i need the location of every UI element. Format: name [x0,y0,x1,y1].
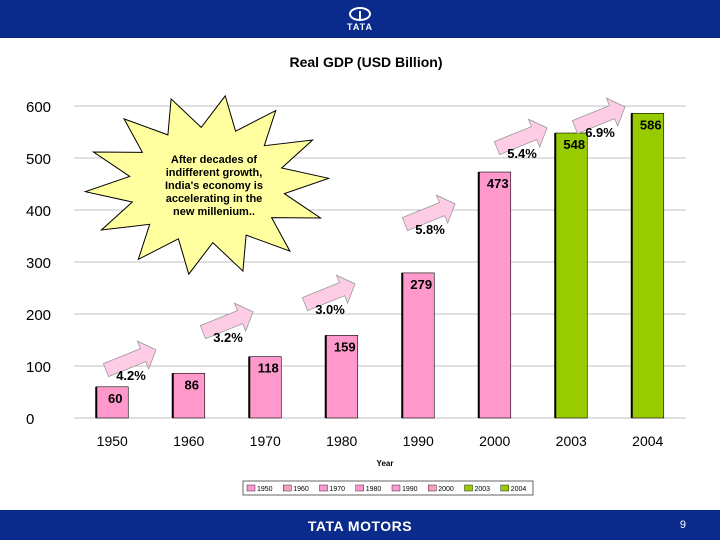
growth-label: 5.8% [415,222,445,237]
bar-2004 [631,112,665,419]
legend-label: 1990 [402,486,418,493]
value-labels: 60 86 118 159 279 473 548 586 [108,117,662,406]
y-tick-label: 300 [26,255,51,272]
chart-title: Real GDP (USD Billion) [290,54,443,70]
legend-swatch [391,484,401,492]
growth-arrow-shape [102,340,157,378]
growth-label: 5.4% [507,146,537,161]
growth-arrow: 3.0% [301,274,356,317]
growth-arrow: 5.4% [493,118,548,161]
callout-text: After decades of indifferent growth, India… [165,154,263,218]
bar-1950 [95,386,129,419]
growth-arrow-shape [301,274,356,312]
growth-label: 3.0% [315,302,345,317]
callout-line: indifferent growth, [166,167,263,179]
growth-arrow-shape [571,97,626,135]
top-banner: TATA [0,0,720,38]
bar-1960 [172,372,206,419]
x-tick-label: 1990 [403,433,434,449]
tata-emblem-icon [349,6,371,21]
brand-text: TATA MOTORS [307,518,413,534]
legend-swatch [500,484,509,492]
y-axis-ticks: 0 100 200 300 400 500 600 [26,99,51,428]
x-tick-label: 1960 [173,433,204,449]
legend-label: 2003 [475,486,491,493]
gdp-chart: Real GDP (USD Billion) 0 100 200 300 400 500 6… [26,54,686,496]
callout-line: After decades of [171,154,258,166]
x-tick-label: 1950 [97,433,128,449]
bar-1970 [248,356,282,419]
legend-swatch [355,484,364,492]
legend-label: 1960 [293,486,309,493]
growth-arrow: 3.2% [199,302,254,345]
callout-starburst [83,94,331,276]
legend-swatch [428,484,437,492]
bar-1990 [401,272,435,419]
growth-arrow-shape [493,118,548,156]
legend-box [242,480,534,496]
bottom-banner: TATA MOTORS 9 [0,510,720,540]
callout-line: accelerating in the [166,193,263,205]
legend-swatch [319,484,328,492]
bar-series [95,112,665,419]
x-tick-label: 1980 [326,433,357,449]
tata-logo: TATA [347,6,373,32]
bar-1980 [325,335,359,419]
legend-swatch [246,484,256,492]
data-label: 86 [185,377,199,392]
page-number: 9 [679,519,686,531]
y-tick-label: 600 [26,99,51,116]
growth-arrow: 4.2% [102,340,157,383]
growth-arrows: 4.2% 3.2% 3.0% 5.8% 5.4% 6.9% [102,97,626,383]
y-tick-label: 100 [26,359,51,376]
data-label: 473 [487,176,509,191]
data-label: 118 [258,361,279,376]
y-tick-label: 400 [26,203,51,220]
legend-label: 1970 [330,486,346,493]
growth-label: 6.9% [585,125,615,140]
x-tick-label: 2000 [479,433,510,449]
data-label: 586 [640,117,662,132]
y-tick-label: 200 [26,307,51,324]
x-tick-label: 1970 [250,433,281,449]
growth-arrow: 5.8% [401,194,456,237]
legend-label: 2000 [438,486,454,493]
x-axis-label: Year [377,459,394,468]
x-axis-ticks: 1950 1960 1970 1980 1990 2000 2003 2004 [97,433,664,449]
growth-label: 4.2% [116,368,146,383]
growth-arrow-shape [199,302,254,340]
data-label: 60 [108,391,122,406]
y-tick-label: 500 [26,151,51,168]
legend-swatch [283,484,292,492]
bar-2000 [478,171,512,419]
growth-label: 3.2% [213,330,243,345]
x-tick-label: 2003 [556,433,587,449]
x-tick-label: 2004 [632,433,663,449]
callout-line: new millenium.. [173,206,255,218]
data-label: 279 [410,277,432,292]
growth-arrow-shape [401,194,456,232]
data-label: 159 [334,339,356,354]
legend-label: 1950 [257,486,273,493]
data-label: 548 [563,137,585,152]
callout-line: India's economy is [165,180,263,192]
growth-arrow: 6.9% [571,97,626,140]
legend-label: 1980 [366,486,382,493]
y-tick-label: 0 [26,411,34,428]
legend: 1950 1960 1970 1980 1990 2000 2003 2004 [242,480,534,496]
legend-swatch [464,484,473,492]
logo-text: TATA [347,21,373,32]
callout: After decades of indifferent growth, India… [83,94,331,276]
legend-label: 2004 [511,486,527,493]
bar-2003 [554,132,588,419]
